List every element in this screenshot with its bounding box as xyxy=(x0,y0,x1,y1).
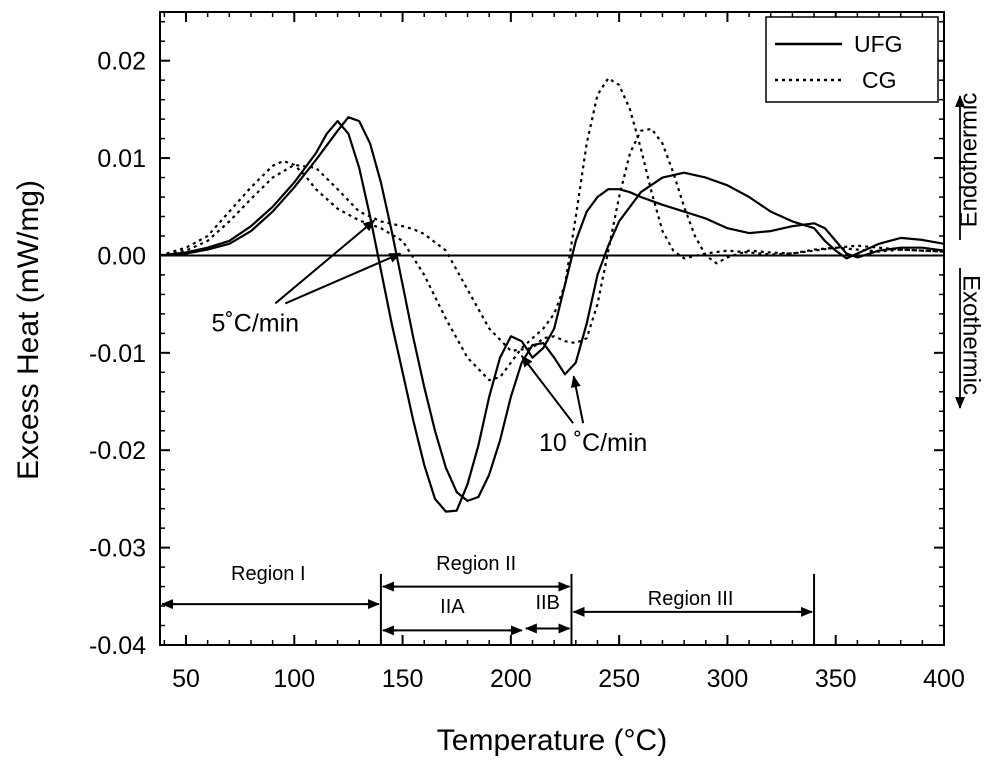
x-tick-label: 250 xyxy=(598,665,640,693)
legend-box xyxy=(766,17,938,102)
x-tick-label: 400 xyxy=(923,665,965,693)
rate-annotation-label: 10 ˚C/min xyxy=(539,429,647,457)
rate-annotation-label: 5˚C/min xyxy=(212,309,300,337)
y-tick-label: 0.01 xyxy=(97,145,146,173)
y-axis-title: Excess Heat (mW/mg) xyxy=(12,180,45,480)
region-label: Region II xyxy=(436,553,516,575)
x-axis-title: Temperature (°C) xyxy=(437,724,667,757)
region-label: IIA xyxy=(440,596,465,618)
x-tick-label: 50 xyxy=(172,665,200,693)
y-tick-label: -0.04 xyxy=(89,632,146,660)
x-tick-label: 200 xyxy=(490,665,532,693)
x-tick-label: 100 xyxy=(273,665,315,693)
endothermic-label: Endothermic xyxy=(955,93,982,228)
region-annotations: Region I Region II Region III IIA IIB xyxy=(162,553,814,645)
region-label: Region I xyxy=(231,563,306,585)
y-tick-label: 0.00 xyxy=(97,242,146,270)
rate-annotation-arrow xyxy=(574,376,583,423)
rate-annotation-arrow xyxy=(522,356,573,423)
legend-label-ufg: UFG xyxy=(854,31,903,57)
y-tick-label: -0.03 xyxy=(89,535,146,563)
exothermic-label: Exothermic xyxy=(958,275,985,395)
x-axis: 50 100 150 200 250 300 350 400 xyxy=(164,12,965,693)
region-label: IIB xyxy=(535,592,559,614)
region-label: Region III xyxy=(648,588,734,610)
side-labels: Endothermic Exothermic xyxy=(955,93,984,408)
y-tick-label: -0.01 xyxy=(89,340,146,368)
legend: UFG CG xyxy=(766,17,938,102)
y-tick-label: -0.02 xyxy=(89,437,146,465)
x-tick-label: 350 xyxy=(815,665,857,693)
y-axis: -0.04 -0.03 -0.02 -0.01 0.00 0.01 0.02 xyxy=(89,22,944,660)
legend-label-cg: CG xyxy=(862,67,897,93)
y-tick-label: 0.02 xyxy=(97,48,146,76)
x-tick-label: 150 xyxy=(382,665,424,693)
x-tick-label: 300 xyxy=(707,665,749,693)
rate-annotation-arrow xyxy=(275,220,374,303)
